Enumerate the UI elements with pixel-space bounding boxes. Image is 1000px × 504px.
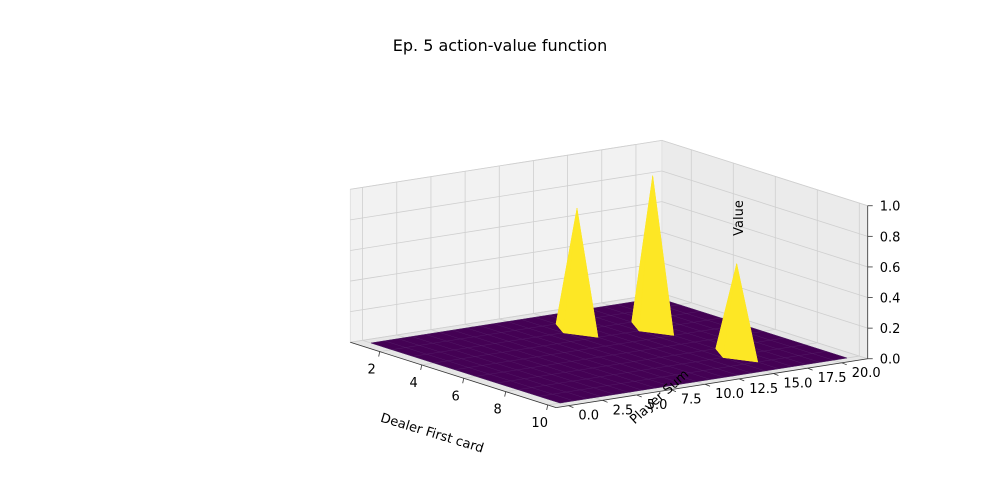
z-gridline-left xyxy=(350,201,662,251)
z-tick-label: 1.0 xyxy=(880,200,901,215)
z-gridline-left xyxy=(350,231,662,282)
z-gridline-left xyxy=(350,293,662,343)
y-tick-label: 20.0 xyxy=(852,366,881,381)
z-axis-label: Value xyxy=(732,200,747,236)
surface-mesh-line xyxy=(370,297,659,344)
y-tick-mark xyxy=(739,378,745,382)
surface-mesh-line xyxy=(517,344,806,390)
z-gridline-back xyxy=(661,140,868,207)
surface-mesh-line xyxy=(452,329,643,391)
z-tick-label: 0.6 xyxy=(880,261,901,276)
y-tick-label: 10.0 xyxy=(715,387,744,402)
surface-mesh-line xyxy=(475,331,764,377)
z-tick-label: 0.0 xyxy=(880,353,901,368)
surface-mesh-line xyxy=(521,319,711,380)
y-tick-label: 0.0 xyxy=(578,409,599,424)
x-tick-label: 6 xyxy=(452,389,460,404)
surface-mesh-line xyxy=(454,324,743,370)
surface-mesh-line xyxy=(370,342,561,404)
peak-face xyxy=(722,263,759,363)
y-tick-label: 17.5 xyxy=(818,371,847,386)
y-tick-mark xyxy=(602,399,608,403)
x-axis-label: Dealer First card xyxy=(379,411,486,457)
z-tick-label: 0.8 xyxy=(880,230,901,245)
value-peak xyxy=(555,208,599,339)
surface-mesh-line xyxy=(384,340,574,402)
z-gridline-left xyxy=(350,170,662,221)
value-peak xyxy=(715,263,759,363)
value-peak xyxy=(631,175,675,337)
x-axis-line xyxy=(350,341,557,408)
x-tick-mark xyxy=(462,378,465,384)
surface-mesh-line xyxy=(480,325,670,387)
x-tick-label: 8 xyxy=(494,403,502,418)
z-tick-label: 0.4 xyxy=(880,292,901,307)
x-tick-mark xyxy=(378,351,381,357)
y-tick-label: 15.0 xyxy=(783,377,812,392)
chart-title: Ep. 5 action-value function xyxy=(392,36,608,55)
x-tick-mark xyxy=(420,364,423,371)
surface-mesh-line xyxy=(575,310,766,372)
z-gridline-back xyxy=(661,201,868,268)
surface-mesh-line xyxy=(398,338,588,399)
y-tick-mark xyxy=(807,367,813,371)
surface-mesh-line xyxy=(425,334,615,395)
x-tick-label: 4 xyxy=(410,376,418,391)
y-tick-label: 5.0 xyxy=(647,398,668,413)
y-tick-mark xyxy=(841,362,847,366)
y-tick-mark xyxy=(670,389,677,392)
y-tick-label: 2.5 xyxy=(613,403,634,418)
surface-mesh-line xyxy=(493,323,684,384)
y-axis-line xyxy=(556,358,868,408)
z-gridline-back xyxy=(661,262,868,329)
peak-face xyxy=(563,208,599,338)
z-gridline-back xyxy=(661,231,868,298)
z-gridline-left xyxy=(350,140,662,190)
z-gridline-back xyxy=(661,293,868,360)
y-tick-label: 7.5 xyxy=(681,393,702,408)
y-tick-mark xyxy=(773,373,779,376)
surface-mesh-line xyxy=(391,304,680,350)
x-tick-label: 2 xyxy=(368,363,376,378)
surface-mesh-line xyxy=(439,332,629,393)
peak-face xyxy=(638,175,674,336)
surface-mesh-line xyxy=(466,327,656,389)
surface-mesh-line xyxy=(559,357,848,404)
z-tick-label: 0.2 xyxy=(880,322,901,337)
x-tick-label: 10 xyxy=(531,416,548,431)
y-tick-mark xyxy=(704,383,711,387)
z-gridline-back xyxy=(661,170,868,237)
surface-mesh-line xyxy=(657,297,848,359)
y-tick-mark xyxy=(636,394,642,398)
surface-mesh-line xyxy=(507,321,697,382)
x-tick-mark xyxy=(504,391,507,397)
z-gridline-left xyxy=(350,262,662,313)
surface xyxy=(370,175,848,404)
y-tick-mark xyxy=(568,405,574,409)
surface-mesh-line xyxy=(411,336,602,397)
x-tick-mark xyxy=(546,404,549,411)
surface-mesh-line xyxy=(538,351,827,397)
y-tick-label: 12.5 xyxy=(749,382,778,397)
surface-mesh-line xyxy=(433,317,722,364)
